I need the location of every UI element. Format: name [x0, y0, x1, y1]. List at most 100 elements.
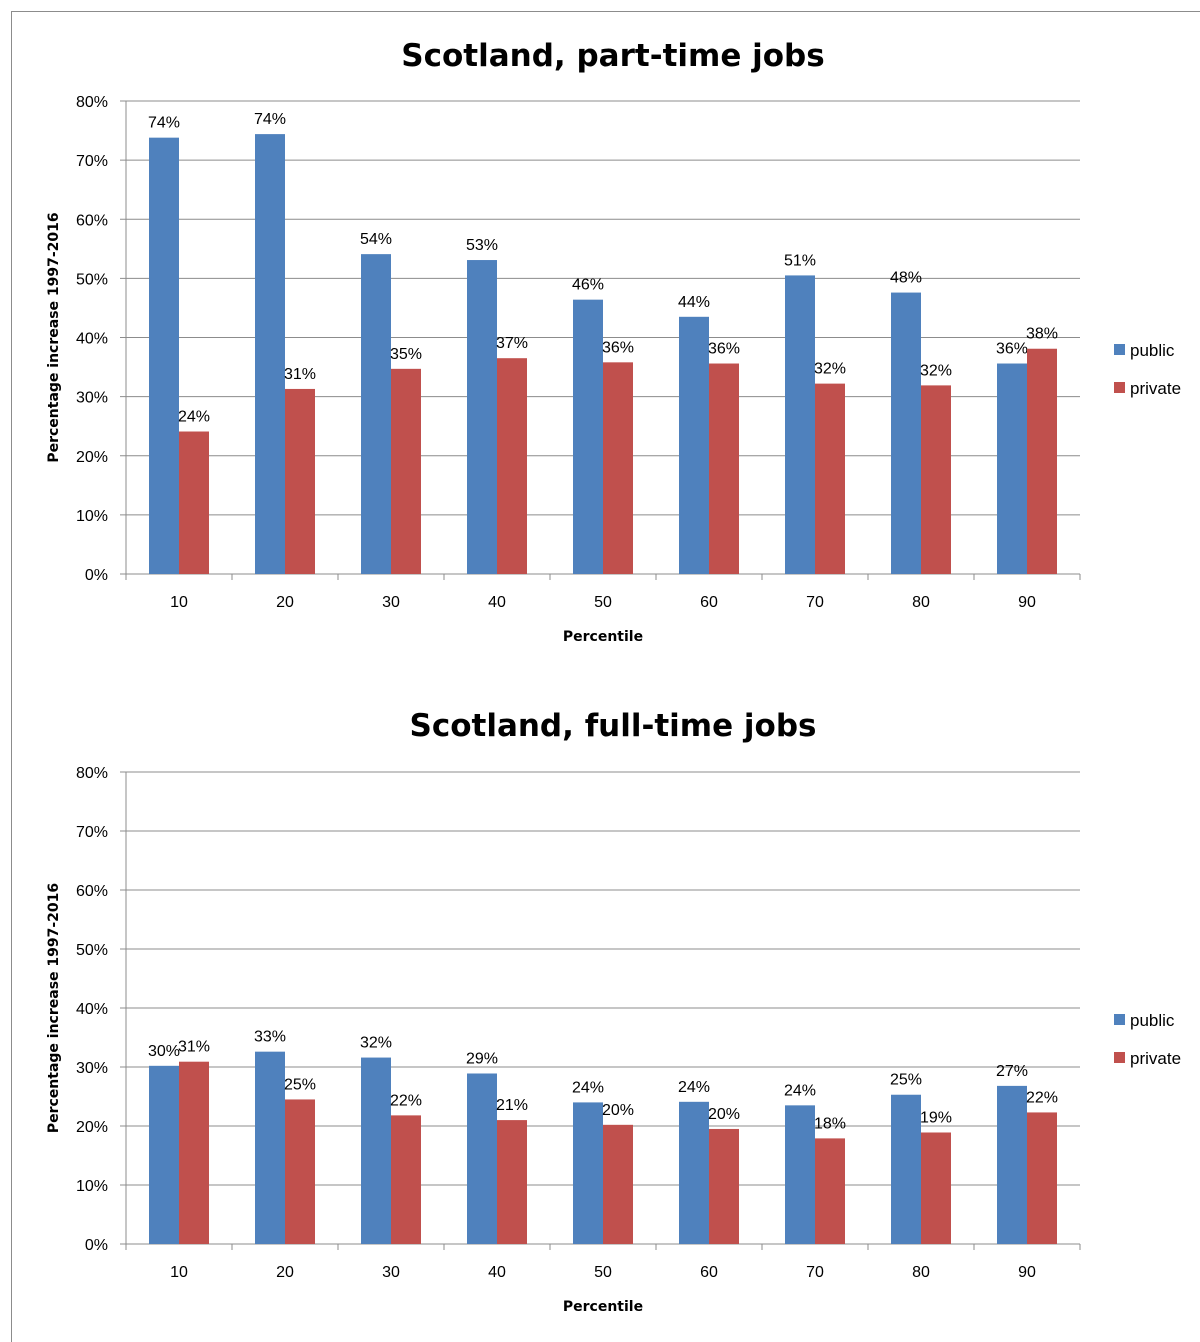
bar-public-70 [785, 275, 815, 574]
data-label-public-30: 54% [360, 231, 392, 248]
bar-public-40 [467, 1073, 497, 1244]
y-axis-title: Percentage increase 1997-2016 [46, 883, 62, 1133]
x-tick-label: 80 [912, 594, 930, 611]
legend-label-public: public [1130, 341, 1175, 360]
data-label-private-10: 31% [178, 1039, 210, 1056]
y-tick-label: 10% [76, 508, 108, 525]
data-label-private-50: 20% [602, 1102, 634, 1119]
bar-private-90 [1027, 1112, 1057, 1244]
bar-private-60 [709, 363, 739, 574]
data-label-private-40: 21% [496, 1097, 528, 1114]
bar-private-20 [285, 1099, 315, 1244]
chart-2: Scotland, full-time jobs 0% 10% 20% 30% 40% 50… [46, 708, 1181, 1315]
bar-private-20 [285, 388, 315, 574]
x-tick-label: 10 [170, 594, 188, 611]
data-label-public-30: 32% [360, 1035, 392, 1052]
bar-private-10 [179, 431, 209, 574]
x-axis-title: Percentile [563, 629, 643, 645]
y-tick-label: 30% [76, 1060, 108, 1077]
data-label-public-70: 24% [784, 1082, 816, 1099]
bar-private-30 [391, 368, 421, 574]
data-label-private-80: 32% [920, 362, 952, 379]
data-label-public-10: 30% [148, 1043, 180, 1060]
legend-label-private: private [1130, 1049, 1181, 1068]
bar-public-20 [255, 1051, 285, 1244]
x-tick-label: 30 [382, 1264, 400, 1281]
y-tick-label: 50% [76, 271, 108, 288]
x-tick-label: 40 [488, 1264, 506, 1281]
y-tick-label: 10% [76, 1178, 108, 1195]
y-tick-label: 80% [76, 94, 108, 111]
x-tick-label: 40 [488, 594, 506, 611]
y-tick-label: 70% [76, 153, 108, 170]
data-label-public-90: 36% [996, 341, 1028, 358]
data-label-public-70: 51% [784, 252, 816, 269]
bar-private-50 [603, 362, 633, 574]
bar-private-40 [497, 358, 527, 574]
data-label-public-20: 33% [254, 1029, 286, 1046]
legend-label-public: public [1130, 1011, 1175, 1030]
y-axis-title: Percentage increase 1997-2016 [46, 212, 62, 462]
y-tick-label: 40% [76, 331, 108, 348]
data-label-public-50: 46% [572, 277, 604, 294]
data-label-private-40: 37% [496, 335, 528, 352]
bar-public-40 [467, 260, 497, 574]
x-tick-label: 50 [594, 594, 612, 611]
data-label-public-10: 74% [148, 115, 180, 132]
bar-public-50 [573, 299, 603, 574]
bar-public-10 [149, 137, 179, 574]
bar-public-60 [679, 316, 709, 574]
x-tick-label: 70 [806, 1264, 824, 1281]
data-label-private-70: 32% [814, 361, 846, 378]
data-label-private-60: 36% [708, 341, 740, 358]
legend-swatch-public [1114, 1014, 1125, 1025]
x-tick-label: 90 [1018, 594, 1036, 611]
bar-public-50 [573, 1102, 603, 1244]
y-tick-label: 0% [85, 567, 108, 584]
bar-private-40 [497, 1120, 527, 1244]
x-tick-label: 20 [276, 594, 294, 611]
data-label-private-30: 22% [390, 1092, 422, 1109]
chart-title: Scotland, full-time jobs [410, 708, 817, 744]
bar-public-20 [255, 134, 285, 575]
bar-private-50 [603, 1124, 633, 1244]
data-label-private-90: 38% [1026, 326, 1058, 343]
data-label-private-20: 31% [284, 366, 316, 383]
y-tick-label: 50% [76, 942, 108, 959]
bar-private-80 [921, 385, 951, 574]
data-label-private-90: 22% [1026, 1089, 1058, 1106]
bar-public-90 [997, 363, 1027, 574]
data-label-public-90: 27% [996, 1063, 1028, 1080]
data-label-private-50: 36% [602, 339, 634, 356]
y-tick-label: 80% [76, 765, 108, 782]
data-label-private-70: 18% [814, 1115, 846, 1132]
data-label-public-60: 44% [678, 294, 710, 311]
y-tick-label: 40% [76, 1001, 108, 1018]
x-tick-label: 60 [700, 1264, 718, 1281]
bar-public-70 [785, 1105, 815, 1244]
y-tick-label: 30% [76, 390, 108, 407]
y-tick-label: 20% [76, 449, 108, 466]
x-tick-label: 20 [276, 1264, 294, 1281]
bar-private-80 [921, 1132, 951, 1244]
bar-public-80 [891, 292, 921, 574]
bar-public-10 [149, 1065, 179, 1244]
x-tick-label: 60 [700, 594, 718, 611]
bar-public-80 [891, 1094, 921, 1244]
x-tick-label: 80 [912, 1264, 930, 1281]
legend-swatch-private [1114, 382, 1125, 393]
y-tick-label: 60% [76, 883, 108, 900]
y-tick-label: 60% [76, 212, 108, 229]
legend: public private [1114, 341, 1181, 398]
bar-private-90 [1027, 348, 1057, 574]
legend-swatch-private [1114, 1052, 1125, 1063]
y-tick-label: 70% [76, 824, 108, 841]
bar-private-30 [391, 1115, 421, 1244]
data-label-public-80: 25% [890, 1072, 922, 1089]
x-tick-label: 30 [382, 594, 400, 611]
data-label-private-20: 25% [284, 1076, 316, 1093]
y-tick-label: 20% [76, 1119, 108, 1136]
legend-label-private: private [1130, 379, 1181, 398]
data-label-public-60: 24% [678, 1079, 710, 1096]
